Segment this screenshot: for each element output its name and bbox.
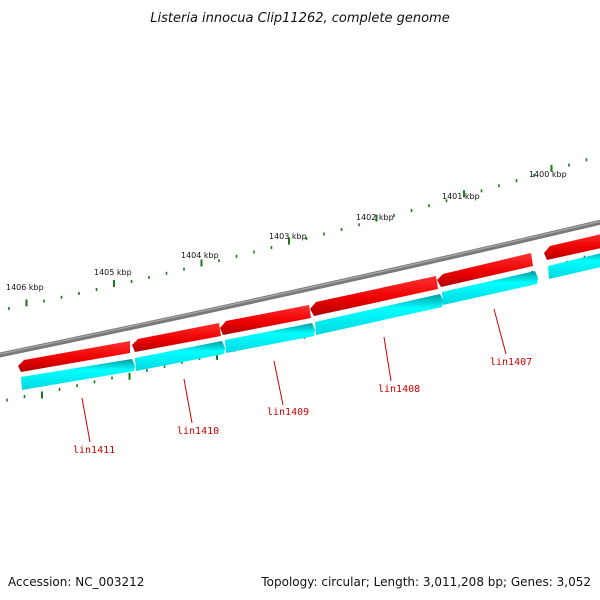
reverse-gene <box>442 271 538 305</box>
reverse-gene <box>315 294 443 335</box>
forward-gene <box>220 305 311 335</box>
kbp-label-1404: 1404 kbp <box>181 251 219 260</box>
genome-backbone <box>0 219 600 358</box>
kbp-label-1402: 1402 kbp <box>356 213 394 222</box>
reverse-gene <box>135 341 225 371</box>
kbp-label-1403: 1403 kbp <box>269 232 307 241</box>
forward-strand-genes <box>18 234 600 372</box>
leader-line <box>493 308 507 355</box>
kbp-label-1405: 1405 kbp <box>94 268 132 277</box>
reverse-gene <box>225 323 315 353</box>
leader-line <box>183 378 193 424</box>
kbp-label-1406: 1406 kbp <box>6 283 44 292</box>
gene-labels: lin1411 lin1410 lin1409 lin1408 lin1407 <box>73 357 532 456</box>
genome-summary-text: Topology: circular; Length: 3,011,208 bp… <box>260 575 591 589</box>
leader-line <box>383 336 392 382</box>
gene-label-lin1408: lin1408 <box>378 384 420 395</box>
forward-gene <box>310 276 438 316</box>
forward-gene <box>18 341 130 372</box>
gene-label-lin1409: lin1409 <box>267 407 309 418</box>
forward-gene <box>132 323 221 352</box>
leader-line <box>273 360 284 406</box>
scale-labels: 1406 kbp 1405 kbp 1404 kbp 1403 kbp 1402… <box>6 170 567 292</box>
map-title: Listeria innocua Clip11262, complete gen… <box>150 11 449 26</box>
accession-text: Accession: NC_003212 <box>8 575 144 589</box>
reverse-strand-genes <box>21 253 600 390</box>
kbp-label-1400: 1400 kbp <box>529 170 567 179</box>
reverse-gene <box>548 253 600 279</box>
leader-line <box>81 397 91 443</box>
gene-label-lin1410: lin1410 <box>177 426 219 437</box>
kbp-label-1401: 1401 kbp <box>442 192 480 201</box>
genome-backbone-highlight <box>0 220 600 355</box>
gene-label-leaders <box>81 308 507 443</box>
forward-gene <box>544 234 600 260</box>
gene-label-lin1407: lin1407 <box>490 357 532 368</box>
reverse-gene <box>21 359 135 390</box>
forward-gene <box>437 253 533 287</box>
gene-label-lin1411: lin1411 <box>73 445 115 456</box>
